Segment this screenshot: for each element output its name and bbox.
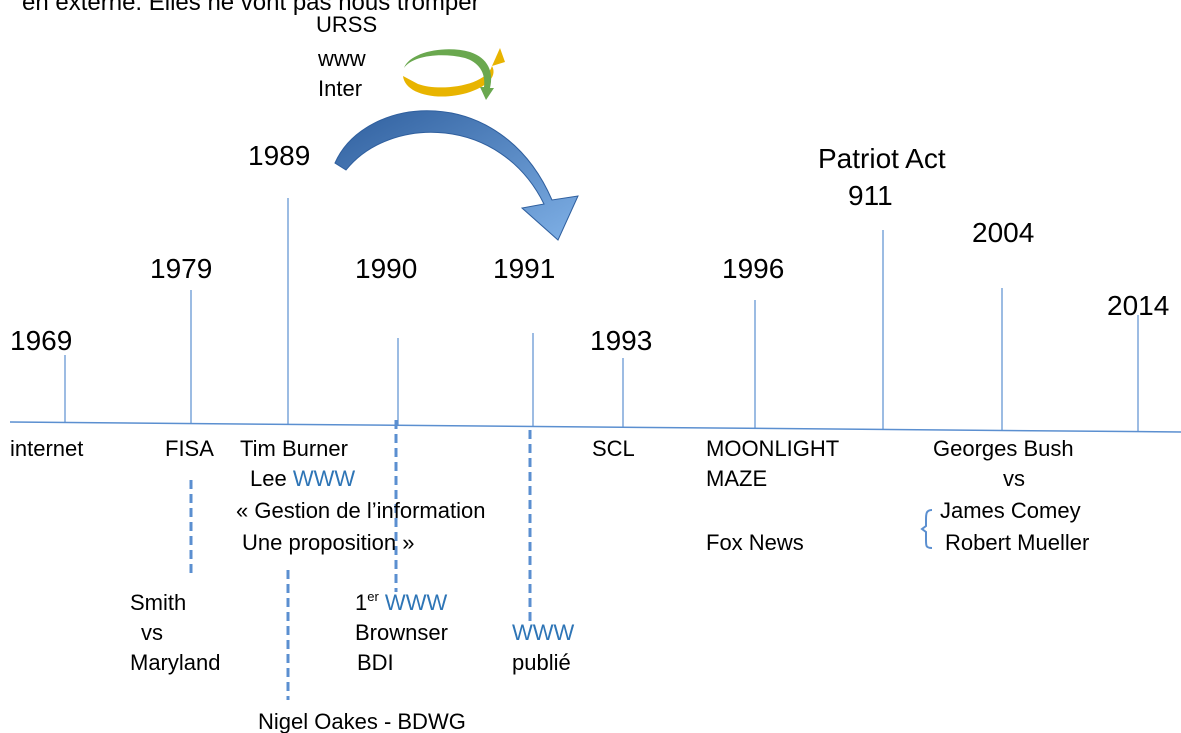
year: 2004 [972,217,1034,248]
event-label: vs [1003,466,1025,491]
event-label: Lee WWW [250,466,355,491]
event-label: Maryland [130,650,220,675]
event-label: publié [512,650,571,675]
year: 911 [848,180,893,211]
event-label: internet [10,436,83,461]
year: 1979 [150,253,212,284]
event-label: Brownser [355,620,448,645]
event-label: 1er WWW [355,589,447,615]
event-label: FISA [165,436,214,461]
event-label: Nigel Oakes - BDWG [258,709,466,733]
event-label: WWW [512,620,575,645]
event-label: Tim Burner [240,436,348,461]
note-line: URSS [316,12,377,37]
event-label: Robert Mueller [945,530,1089,555]
event-label: Une proposition » [242,530,414,555]
year: 1993 [590,325,652,356]
label-part: Lee [250,466,293,491]
year: 1989 [248,140,310,171]
cycle-icon [403,48,505,100]
label-part: 1 [355,590,367,615]
label-highlight: WWW [293,466,356,491]
event-label: James Comey [940,498,1081,523]
year: 1996 [722,253,784,284]
brace [922,510,932,548]
event-label: MAZE [706,466,767,491]
event-label: Georges Bush [933,436,1074,461]
event-label: vs [141,620,163,645]
note-line: www [317,46,366,71]
timeline-axis [10,422,1181,432]
event-title: Patriot Act [818,143,946,174]
event-label: BDI [357,650,394,675]
event-label: Fox News [706,530,804,555]
year: 1969 [10,325,72,356]
note-line: Inter [318,76,362,101]
timeline-slide: en externe. Elles ne vont pas nous tromp… [0,0,1181,733]
year: 1991 [493,253,555,284]
label-highlight: WWW [379,590,448,615]
label-superscript: er [367,589,379,604]
event-label: SCL [592,436,635,461]
curved-arrow [335,111,578,240]
event-label: Smith [130,590,186,615]
year: 1990 [355,253,417,284]
year: 2014 [1107,290,1169,321]
header-text: en externe. Elles ne vont pas nous tromp… [22,0,480,16]
event-label: « Gestion de l’information [236,498,485,523]
event-label: MOONLIGHT [706,436,839,461]
